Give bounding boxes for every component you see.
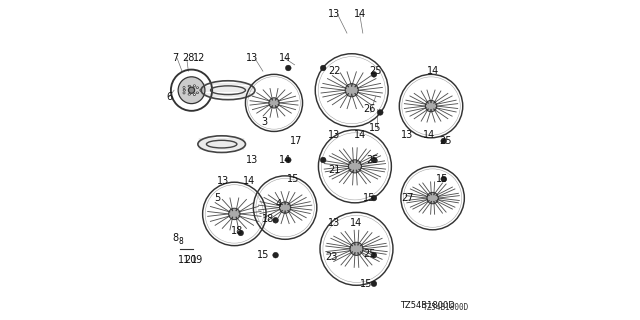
- Circle shape: [285, 65, 291, 71]
- Ellipse shape: [188, 93, 191, 95]
- Text: 5: 5: [214, 193, 220, 203]
- Text: 15: 15: [287, 174, 300, 184]
- Text: 14: 14: [350, 219, 363, 228]
- Circle shape: [320, 157, 326, 163]
- Text: 13: 13: [328, 130, 340, 140]
- Circle shape: [238, 230, 244, 236]
- Text: 11: 11: [178, 255, 190, 265]
- Circle shape: [371, 252, 377, 258]
- Circle shape: [285, 157, 291, 163]
- Circle shape: [345, 84, 358, 97]
- Text: 28: 28: [182, 53, 195, 63]
- Text: 27: 27: [401, 193, 413, 203]
- Circle shape: [269, 98, 279, 108]
- Text: 15: 15: [360, 279, 372, 289]
- Text: 18: 18: [262, 214, 274, 224]
- Circle shape: [193, 85, 195, 87]
- Text: 22: 22: [328, 66, 340, 76]
- Text: 3: 3: [261, 117, 268, 127]
- Text: 15: 15: [257, 250, 269, 260]
- Text: 17: 17: [290, 136, 302, 146]
- Circle shape: [280, 202, 291, 213]
- Circle shape: [183, 86, 185, 89]
- Text: 6: 6: [166, 92, 172, 101]
- Ellipse shape: [196, 92, 198, 93]
- Text: 14: 14: [353, 130, 366, 140]
- Ellipse shape: [188, 85, 191, 87]
- Circle shape: [348, 160, 362, 173]
- Text: 25: 25: [439, 136, 452, 146]
- Circle shape: [427, 192, 438, 204]
- Text: 13: 13: [328, 219, 340, 228]
- Text: 13: 13: [246, 53, 258, 63]
- Circle shape: [371, 281, 377, 287]
- Text: 25: 25: [369, 66, 382, 76]
- Text: 26: 26: [363, 104, 375, 114]
- Text: 4: 4: [276, 199, 282, 209]
- Text: 23: 23: [325, 252, 337, 262]
- Text: 14: 14: [426, 66, 439, 76]
- Text: 15: 15: [436, 174, 448, 184]
- Circle shape: [371, 195, 377, 201]
- Circle shape: [426, 100, 436, 112]
- Text: 12: 12: [193, 53, 205, 63]
- Circle shape: [441, 176, 447, 182]
- Circle shape: [200, 89, 202, 91]
- Text: 7: 7: [173, 53, 179, 63]
- Text: 14: 14: [279, 53, 291, 63]
- Circle shape: [183, 92, 185, 94]
- Text: 21: 21: [328, 164, 340, 174]
- Circle shape: [228, 208, 240, 220]
- Circle shape: [371, 71, 377, 77]
- Circle shape: [371, 157, 377, 163]
- Text: 19: 19: [191, 255, 203, 265]
- Circle shape: [378, 109, 383, 115]
- Ellipse shape: [196, 87, 198, 89]
- Text: 18: 18: [232, 226, 244, 236]
- Circle shape: [441, 138, 447, 144]
- Text: 13: 13: [246, 155, 258, 165]
- Text: 14: 14: [243, 176, 255, 186]
- Text: 14: 14: [279, 155, 291, 165]
- Circle shape: [350, 242, 363, 255]
- Text: 8: 8: [173, 233, 179, 243]
- Text: 14: 14: [423, 130, 436, 140]
- Text: 15: 15: [369, 123, 381, 133]
- Text: 25: 25: [366, 155, 379, 165]
- Text: 13: 13: [217, 176, 229, 186]
- Text: 14: 14: [353, 9, 366, 19]
- Text: 15: 15: [363, 193, 375, 203]
- Circle shape: [188, 87, 195, 93]
- Ellipse shape: [183, 89, 186, 91]
- Text: 13: 13: [328, 9, 340, 19]
- Circle shape: [273, 252, 278, 258]
- Text: 8: 8: [178, 237, 183, 246]
- Text: 13: 13: [401, 130, 413, 140]
- Circle shape: [320, 65, 326, 71]
- Circle shape: [178, 77, 205, 104]
- Circle shape: [273, 217, 278, 223]
- Text: TZ54B1800D: TZ54B1800D: [401, 301, 455, 310]
- Circle shape: [193, 93, 195, 96]
- Text: 20: 20: [184, 255, 196, 265]
- Text: TZ54B1800D: TZ54B1800D: [423, 303, 469, 312]
- Text: 25: 25: [363, 249, 376, 259]
